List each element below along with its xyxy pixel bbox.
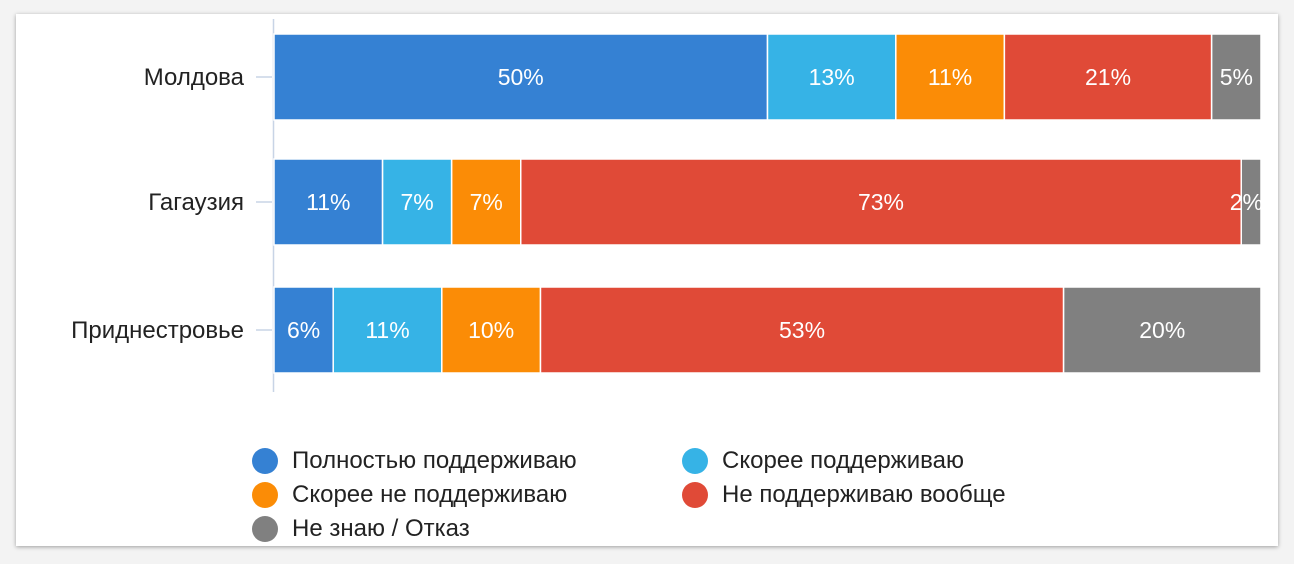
bars-layer: 50% 13% 11% 21% 5% 11% 7% 7% 73% 2% 6% 11% 10% 53% 20%	[273, 33, 1263, 374]
bar-segment[interactable]	[520, 158, 1243, 246]
stacked-bar-chart: Молдова Гагаузия Приднестровье 50% 13% 11% 21…	[71, 19, 1263, 392]
chart-card: Молдова Гагаузия Приднестровье 50% 13% 11% 21…	[16, 14, 1278, 546]
bar-segment[interactable]	[1003, 33, 1213, 121]
data-label: 21%	[1085, 64, 1131, 90]
legend-item[interactable]: Скорее поддерживаю	[682, 446, 1102, 476]
legend-dot-icon	[252, 448, 278, 474]
data-label: 11%	[306, 189, 350, 215]
data-label: 7%	[470, 189, 503, 215]
legend-label: Скорее не поддерживаю	[292, 481, 568, 508]
chart-legend: Полностью поддерживаю Скорее поддерживаю С…	[252, 446, 1112, 544]
legend-item[interactable]: Не поддерживаю вообще	[682, 480, 1102, 510]
legend-label: Не поддерживаю вообще	[722, 481, 1006, 508]
data-label: 6%	[287, 317, 320, 343]
data-label: 2%	[1230, 189, 1263, 215]
data-label: 7%	[400, 189, 433, 215]
legend-label: Полностью поддерживаю	[292, 447, 577, 474]
data-label: 5%	[1220, 64, 1253, 90]
data-label: 50%	[498, 64, 544, 90]
legend-item[interactable]: Скорее не поддерживаю	[252, 480, 682, 510]
data-label: 20%	[1139, 317, 1185, 343]
bar-segment[interactable]	[539, 286, 1065, 374]
data-label: 73%	[858, 189, 904, 215]
category-label: Молдова	[144, 64, 245, 91]
bar-segment[interactable]	[273, 158, 384, 246]
bar-segment[interactable]	[1210, 33, 1262, 121]
bar-segment[interactable]	[1240, 158, 1262, 246]
legend-item[interactable]: Полностью поддерживаю	[252, 446, 682, 476]
bar-segment[interactable]	[273, 33, 769, 121]
category-label: Приднестровье	[71, 317, 244, 344]
legend-dot-icon	[252, 516, 278, 542]
bar-segment[interactable]	[1062, 286, 1262, 374]
legend-label: Скорее поддерживаю	[722, 447, 964, 474]
legend-dot-icon	[682, 448, 708, 474]
category-label: Гагаузия	[148, 189, 244, 216]
bar-segment[interactable]	[895, 33, 1006, 121]
data-label: 53%	[779, 317, 825, 343]
legend-label: Не знаю / Отказ	[292, 515, 470, 542]
legend-dot-icon	[252, 482, 278, 508]
data-label: 13%	[809, 64, 855, 90]
axis-layer: Молдова Гагаузия Приднестровье	[71, 19, 275, 392]
bar-segment[interactable]	[766, 33, 897, 121]
data-label: 11%	[928, 64, 972, 90]
legend-dot-icon	[682, 482, 708, 508]
data-label: 11%	[365, 317, 409, 343]
bar-segment[interactable]	[441, 286, 542, 374]
data-label: 10%	[468, 317, 514, 343]
legend-item[interactable]: Не знаю / Отказ	[252, 514, 682, 544]
bar-segment[interactable]	[332, 286, 443, 374]
